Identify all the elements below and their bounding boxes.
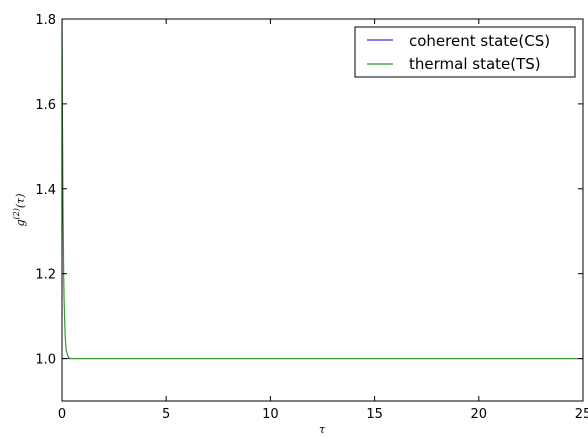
y-tick-label: 1.8 [35, 13, 56, 28]
legend-box [354, 26, 576, 78]
plot-frame [61, 18, 584, 402]
y-axis-label: g(2)(τ) [12, 193, 27, 226]
y-axis-label-sup: (2) [12, 208, 21, 219]
x-tick-label: 20 [471, 407, 488, 422]
y-tick-label: 1.6 [35, 98, 56, 113]
x-axis-label: τ [319, 423, 326, 436]
ticks-layer: 0 5 10 15 20 25 1.0 1.2 1.4 1.6 1.8 [35, 13, 588, 422]
y-axis-label-base: g [14, 219, 27, 226]
y-tick-label: 1.2 [35, 268, 56, 283]
y-axis-label-arg: (τ) [14, 193, 27, 208]
x-tick-label: 15 [366, 407, 383, 422]
series-line-1 [62, 19, 583, 360]
legend-entry-cs: coherent state(CS) [409, 32, 550, 50]
legend-entry-ts: thermal state(TS) [409, 55, 541, 73]
y-tick-label: 1.0 [35, 353, 56, 368]
legend: coherent state(CS) thermal state(TS) [354, 26, 576, 78]
x-tick-label: 0 [58, 407, 66, 422]
x-tick-label: 25 [575, 407, 588, 422]
series-layer [62, 19, 583, 360]
x-tick-label: 10 [262, 407, 279, 422]
y-tick-label: 1.4 [35, 183, 56, 198]
x-tick-label: 5 [162, 407, 170, 422]
